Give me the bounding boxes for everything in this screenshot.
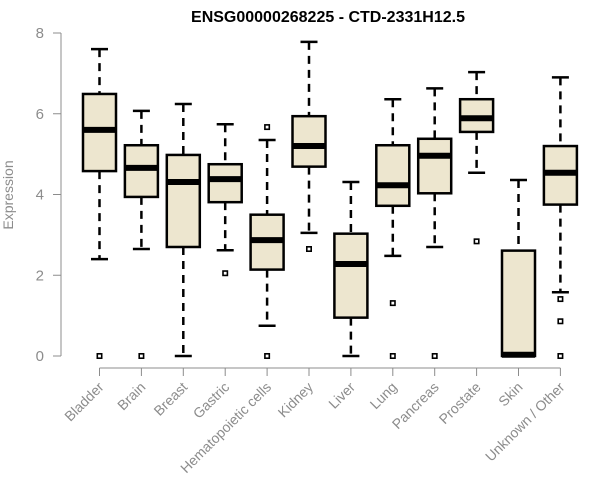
box-group-lung: [375, 97, 411, 359]
y-axis-label: Expression: [0, 160, 16, 229]
y-tick-label: 8: [36, 25, 44, 42]
iqr-box: [165, 153, 202, 249]
box-group-bladder: [81, 47, 118, 359]
x-tick-label: Unknown / Other: [482, 379, 568, 465]
y-tick-label: 4: [36, 187, 44, 204]
iqr-box: [333, 232, 369, 319]
y-tick-label: 0: [36, 348, 44, 365]
outlier-point: [389, 352, 396, 359]
x-tick-label: Lung: [367, 379, 400, 412]
outlier-point: [557, 318, 564, 325]
outlier-point: [557, 352, 564, 359]
outlier-point: [389, 300, 396, 307]
iqr-box: [416, 137, 453, 195]
box-group-hematopoietic-cells: [249, 124, 285, 359]
outlier-point: [264, 124, 271, 131]
outlier-point: [305, 246, 312, 253]
iqr-box: [123, 143, 160, 199]
x-tick-label: Brain: [114, 379, 148, 413]
iqr-box: [291, 114, 327, 168]
y-tick-label: 2: [36, 267, 44, 284]
box-group-pancreas: [416, 87, 453, 359]
box-group-unknown-other: [542, 76, 579, 359]
box-group-brain: [123, 109, 160, 359]
box-group-breast: [165, 102, 202, 358]
x-tick-label: Skin: [495, 379, 526, 410]
outlier-point: [264, 352, 271, 359]
y-axis: 0 2 4 6 8: [36, 25, 62, 365]
outlier-point: [557, 296, 564, 303]
iqr-box: [500, 249, 537, 358]
x-tick-label: Breast: [150, 379, 190, 419]
iqr-box: [207, 162, 243, 204]
outlier-point: [431, 352, 438, 359]
box-group-liver: [333, 180, 369, 358]
outlier-point: [473, 238, 480, 245]
outlier-point: [96, 352, 103, 359]
x-tick-label: Pancreas: [389, 379, 442, 432]
outlier-point: [222, 270, 229, 277]
iqr-box: [375, 143, 411, 208]
box-group-skin: [500, 178, 537, 358]
x-tick-label: Liver: [325, 379, 358, 412]
x-tick-label: Kidney: [275, 379, 317, 421]
y-tick-label: 6: [36, 106, 44, 123]
box-group-gastric: [207, 122, 243, 277]
outlier-point: [138, 352, 145, 359]
x-tick-label: Bladder: [61, 379, 107, 425]
box-group-prostate: [458, 70, 495, 245]
x-tick-label: Prostate: [436, 379, 484, 427]
chart-title: ENSG00000268225 - CTD-2331H12.5: [191, 9, 465, 26]
boxes-group: [81, 40, 579, 359]
box-group-kidney: [291, 40, 327, 253]
